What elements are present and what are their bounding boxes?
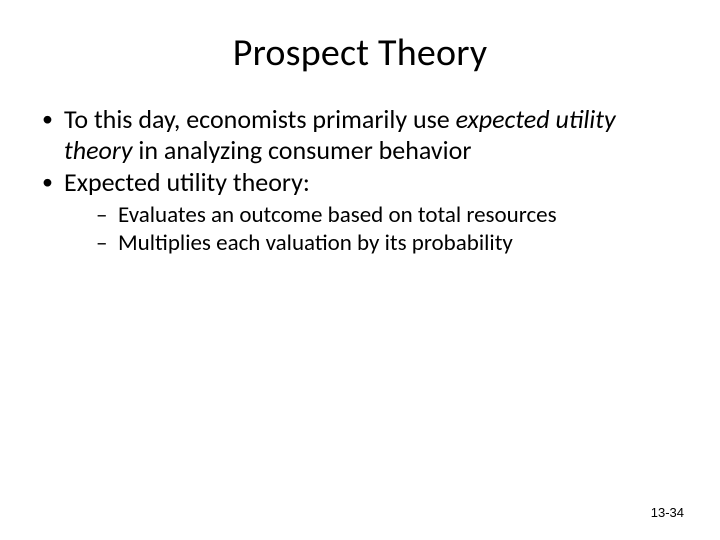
slide-title: Prospect Theory xyxy=(36,30,684,76)
sub-bullet-item: Multiplies each valuation by its probabi… xyxy=(64,230,684,257)
slide-content: To this day, economists primarily use ex… xyxy=(36,104,684,257)
bullet-item: To this day, economists primarily use ex… xyxy=(36,104,684,165)
bullet-list-level2: Evaluates an outcome based on total reso… xyxy=(64,202,684,257)
bullet-text-before: To this day, economists primarily use xyxy=(64,103,456,135)
bullet-text-after: in analyzing consumer behavior xyxy=(133,134,472,166)
slide: Prospect Theory To this day, economists … xyxy=(0,0,720,540)
bullet-list-level1: To this day, economists primarily use ex… xyxy=(36,104,684,257)
sub-bullet-item: Evaluates an outcome based on total reso… xyxy=(64,202,684,229)
bullet-text-before: Expected utility theory: xyxy=(64,166,310,198)
bullet-item: Expected utility theory: Evaluates an ou… xyxy=(36,167,684,257)
slide-number: 13-34 xyxy=(651,505,684,520)
